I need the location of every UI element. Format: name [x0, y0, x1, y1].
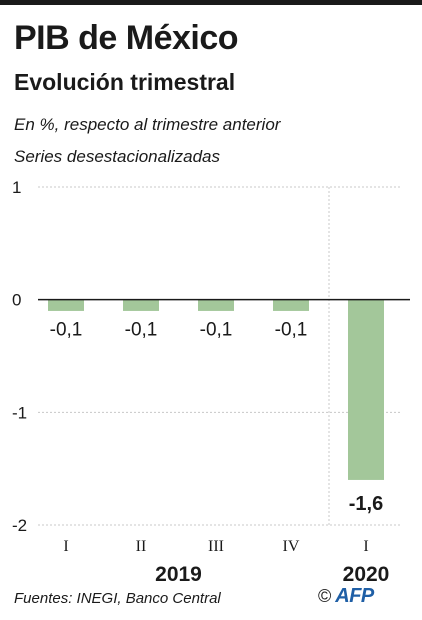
year-label: 2020 — [343, 563, 390, 586]
data-label: -0,1 — [50, 320, 83, 341]
bar — [48, 299, 84, 311]
source-note: Fuentes: INEGI, Banco Central — [14, 590, 221, 607]
credit: © AFP — [318, 585, 374, 608]
y-tick-label: -2 — [12, 516, 27, 535]
series-note: Series desestacionalizadas — [14, 147, 221, 166]
chart-subtitle: Evolución trimestral — [14, 69, 236, 95]
bar — [198, 299, 234, 311]
data-label: -1,6 — [349, 493, 383, 515]
bar — [348, 299, 384, 480]
bar — [273, 299, 309, 311]
chart-title: PIB de México — [14, 19, 239, 57]
x-tick-label: I — [63, 538, 68, 555]
data-label: -0,1 — [275, 320, 308, 341]
data-label: -0,1 — [200, 320, 233, 341]
unit-note: En %, respecto al trimestre anterior — [14, 115, 281, 134]
x-tick-label: I — [363, 538, 368, 555]
y-tick-label: 1 — [12, 178, 21, 197]
x-tick-label: IV — [283, 538, 300, 555]
afp-logo: AFP — [335, 585, 374, 607]
year-label: 2019 — [155, 563, 202, 586]
top-rule — [0, 0, 422, 5]
x-tick-label: II — [136, 538, 147, 555]
y-tick-label: 0 — [12, 291, 21, 310]
bar — [123, 299, 159, 311]
x-tick-label: III — [208, 538, 224, 555]
copyright-symbol: © — [318, 586, 332, 606]
y-tick-label: -1 — [12, 403, 27, 422]
data-label: -0,1 — [125, 320, 158, 341]
